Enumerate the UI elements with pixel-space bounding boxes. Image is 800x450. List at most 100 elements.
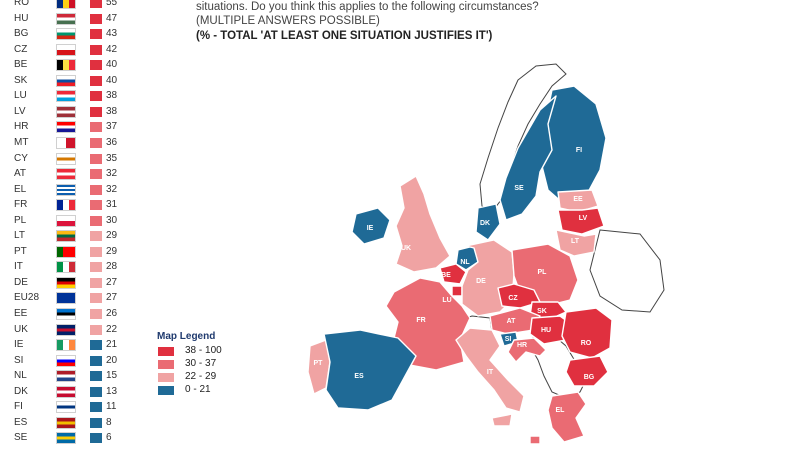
ranking-value: 38 [106, 90, 118, 102]
country-it-sicily[interactable] [491, 413, 513, 427]
ranking-row: SK 40 [0, 73, 118, 89]
flag-icon [56, 136, 76, 149]
ranking-country-code: CY [14, 152, 28, 164]
ranking-value: 38 [106, 105, 118, 117]
ranking-value: 29 [106, 245, 118, 257]
ranking-row: DE 27 [0, 275, 118, 291]
ranking-color-swatch [90, 106, 102, 117]
country-lv[interactable] [557, 207, 605, 235]
ranking-row: AT 32 [0, 166, 118, 182]
ranking-row: PT 29 [0, 244, 118, 260]
ranking-country-code: SI [14, 354, 24, 366]
ranking-value: 22 [106, 323, 118, 335]
map-label-de: DE [476, 278, 486, 285]
legend-item: 22 - 29 [157, 371, 257, 384]
map-label-se: SE [514, 185, 524, 192]
ranking-country-code: SK [14, 74, 28, 86]
ranking-color-swatch [90, 13, 102, 24]
ranking-value: 43 [106, 28, 118, 40]
map-label-fi: FI [576, 147, 582, 154]
ranking-row: IT 28 [0, 259, 118, 275]
ranking-value: 13 [106, 385, 118, 397]
country-ie[interactable] [351, 207, 391, 245]
ranking-color-swatch [90, 122, 102, 133]
ranking-value: 37 [106, 121, 118, 133]
ranking-color-swatch [90, 340, 102, 351]
ranking-value: 27 [106, 276, 118, 288]
legend-swatch [158, 373, 174, 382]
ranking-value: 36 [106, 136, 118, 148]
flag-icon [56, 199, 76, 212]
flag-icon [56, 292, 76, 305]
ranking-country-code: HU [14, 12, 29, 24]
ranking-color-swatch [90, 402, 102, 413]
flag-icon [56, 245, 76, 258]
country-dk[interactable] [475, 203, 501, 241]
map-label-sk: SK [537, 308, 547, 315]
ranking-country-code: LV [14, 105, 26, 117]
map-label-cz: CZ [508, 295, 518, 302]
map-label-dk: DK [480, 220, 490, 227]
country-se[interactable] [499, 95, 557, 221]
country-uk[interactable] [395, 175, 451, 273]
country-hr[interactable] [507, 337, 547, 363]
ranking-country-code: HR [14, 121, 29, 133]
ranking-value: 35 [106, 152, 118, 164]
flag-icon [56, 370, 76, 383]
ranking-value: 11 [106, 401, 117, 413]
ranking-value: 21 [106, 339, 118, 351]
map-legend: Map Legend 38 - 100 30 - 37 22 - 29 0 - … [157, 331, 257, 397]
flag-icon [56, 43, 76, 56]
legend-swatch [158, 386, 174, 395]
ranking-row: CZ 42 [0, 42, 118, 58]
flag-icon [56, 168, 76, 181]
ranking-color-swatch [90, 371, 102, 382]
map-label-it: IT [487, 369, 494, 376]
ranking-value: 26 [106, 308, 118, 319]
ranking-value: 15 [106, 370, 118, 382]
ranking-country-code: AT [14, 168, 27, 180]
ranking-color-swatch [90, 231, 102, 242]
country-lu[interactable] [451, 285, 463, 297]
country-el[interactable] [547, 391, 587, 443]
ranking-value: 27 [106, 292, 118, 304]
ranking-row: FI 11 [0, 399, 118, 415]
ranking-color-swatch [90, 153, 102, 164]
ranking-value: 28 [106, 261, 118, 273]
country-es[interactable] [323, 329, 417, 411]
country-ro[interactable] [561, 307, 613, 359]
country-bg[interactable] [565, 355, 609, 387]
country-it[interactable] [455, 327, 525, 413]
ranking-color-swatch [90, 169, 102, 180]
ranking-country-code: NL [14, 370, 27, 382]
legend-item: 0 - 21 [157, 384, 257, 397]
ranking-row: NL 15 [0, 368, 118, 384]
flag-icon [56, 276, 76, 289]
ranking-value: 55 [106, 0, 118, 8]
map-label-ro: RO [581, 340, 592, 347]
map-label-ie: IE [367, 225, 374, 232]
ranking-value: 40 [106, 59, 118, 71]
ranking-country-code: PT [14, 245, 27, 257]
flag-icon [56, 74, 76, 87]
ranking-value: 30 [106, 214, 118, 226]
ranking-color-swatch [90, 137, 102, 148]
flag-icon [56, 28, 76, 41]
flag-icon [56, 105, 76, 118]
map-label-uk: UK [401, 245, 411, 252]
ranking-country-code: PL [14, 214, 27, 226]
ranking-value: 8 [106, 416, 112, 428]
ranking-value: 40 [106, 74, 118, 86]
map-label-pl: PL [538, 269, 548, 276]
map-label-pt: PT [314, 360, 324, 367]
ranking-value: 20 [106, 354, 118, 366]
country-mt[interactable] [529, 435, 541, 445]
ranking-country-code: EU28 [14, 292, 40, 304]
ranking-row: UK 22 [0, 322, 118, 338]
flag-icon [56, 323, 76, 336]
question-note: (MULTIPLE ANSWERS POSSIBLE) [196, 15, 380, 27]
country-be[interactable] [439, 263, 467, 285]
ranking-country-code: FI [14, 401, 23, 413]
flag-icon [56, 183, 76, 196]
